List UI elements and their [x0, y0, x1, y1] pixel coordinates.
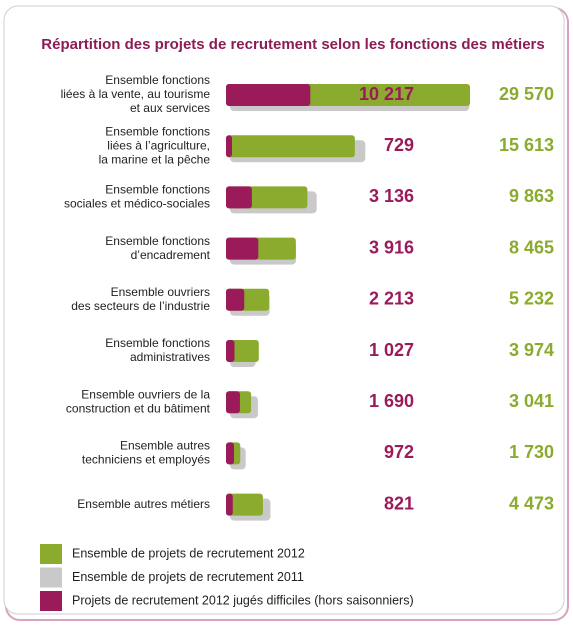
category-label: Ensemble ouvriers de la	[81, 387, 210, 401]
category-label: la marine et la pêche	[99, 152, 211, 166]
category-label: techniciens et employés	[82, 453, 210, 467]
category-label: construction et du bâtiment	[66, 401, 211, 415]
value-label-difficult: 10 217	[359, 84, 414, 104]
category-label: sociales et médico-sociales	[64, 197, 210, 211]
category-label: Ensemble fonctions	[105, 73, 210, 87]
value-label-2012: 3 974	[509, 340, 554, 360]
value-label-2012: 1 730	[509, 442, 554, 462]
category-label: d’encadrement	[131, 248, 211, 262]
category-label: et aux services	[130, 101, 210, 115]
bar-2012	[226, 135, 355, 158]
value-label-2012: 29 570	[499, 84, 554, 104]
bar-2012	[226, 493, 263, 516]
category-label: Ensemble fonctions	[105, 124, 210, 138]
bar-difficult	[226, 135, 233, 158]
legend-swatch	[40, 544, 62, 564]
card	[3, 5, 565, 615]
category-label: Ensemble fonctions	[105, 234, 210, 248]
legend-swatch	[40, 591, 62, 611]
legend-label: Ensemble de projets de recrutement 2011	[72, 570, 304, 584]
value-label-2012: 8 465	[509, 237, 554, 257]
value-label-difficult: 1 690	[369, 391, 414, 411]
category-label: Ensemble fonctions	[105, 336, 210, 350]
chart-title: Répartition des projets de recrutement s…	[41, 36, 544, 53]
category-label: Ensemble ouvriers	[111, 285, 210, 299]
category-label: Ensemble fonctions	[105, 183, 210, 197]
value-label-difficult: 821	[384, 493, 414, 513]
value-label-difficult: 729	[384, 135, 414, 155]
category-label: administratives	[130, 350, 210, 364]
legend-label: Projets de recrutement 2012 jugés diffic…	[72, 593, 414, 607]
bar-difficult	[226, 84, 311, 106]
value-label-2012: 9 863	[509, 186, 554, 206]
value-label-2012: 15 613	[499, 135, 554, 155]
legend-swatch	[40, 567, 62, 588]
value-label-2012: 4 473	[509, 493, 554, 513]
bar-difficult	[226, 442, 235, 465]
bar-difficult	[226, 493, 233, 516]
value-label-2012: 5 232	[509, 289, 554, 309]
value-label-difficult: 3 136	[369, 186, 414, 206]
category-label: Ensemble autres	[120, 439, 210, 453]
value-label-difficult: 2 213	[369, 289, 414, 309]
legend-label: Ensemble de projets de recrutement 2012	[72, 546, 305, 560]
bar-difficult	[226, 237, 259, 260]
bar-difficult	[226, 391, 240, 414]
bar-difficult	[226, 186, 252, 209]
category-label: Ensemble autres métiers	[77, 497, 210, 511]
value-label-difficult: 3 916	[369, 237, 414, 257]
category-label: liées à l’agriculture,	[107, 138, 210, 152]
value-label-difficult: 972	[384, 442, 414, 462]
bar-difficult	[226, 288, 245, 311]
value-label-difficult: 1 027	[369, 340, 414, 360]
category-label: liées à la vente, au tourisme	[61, 87, 211, 101]
category-label: des secteurs de l’industrie	[71, 299, 210, 313]
bar-difficult	[226, 340, 235, 362]
value-label-2012: 3 041	[509, 391, 554, 411]
